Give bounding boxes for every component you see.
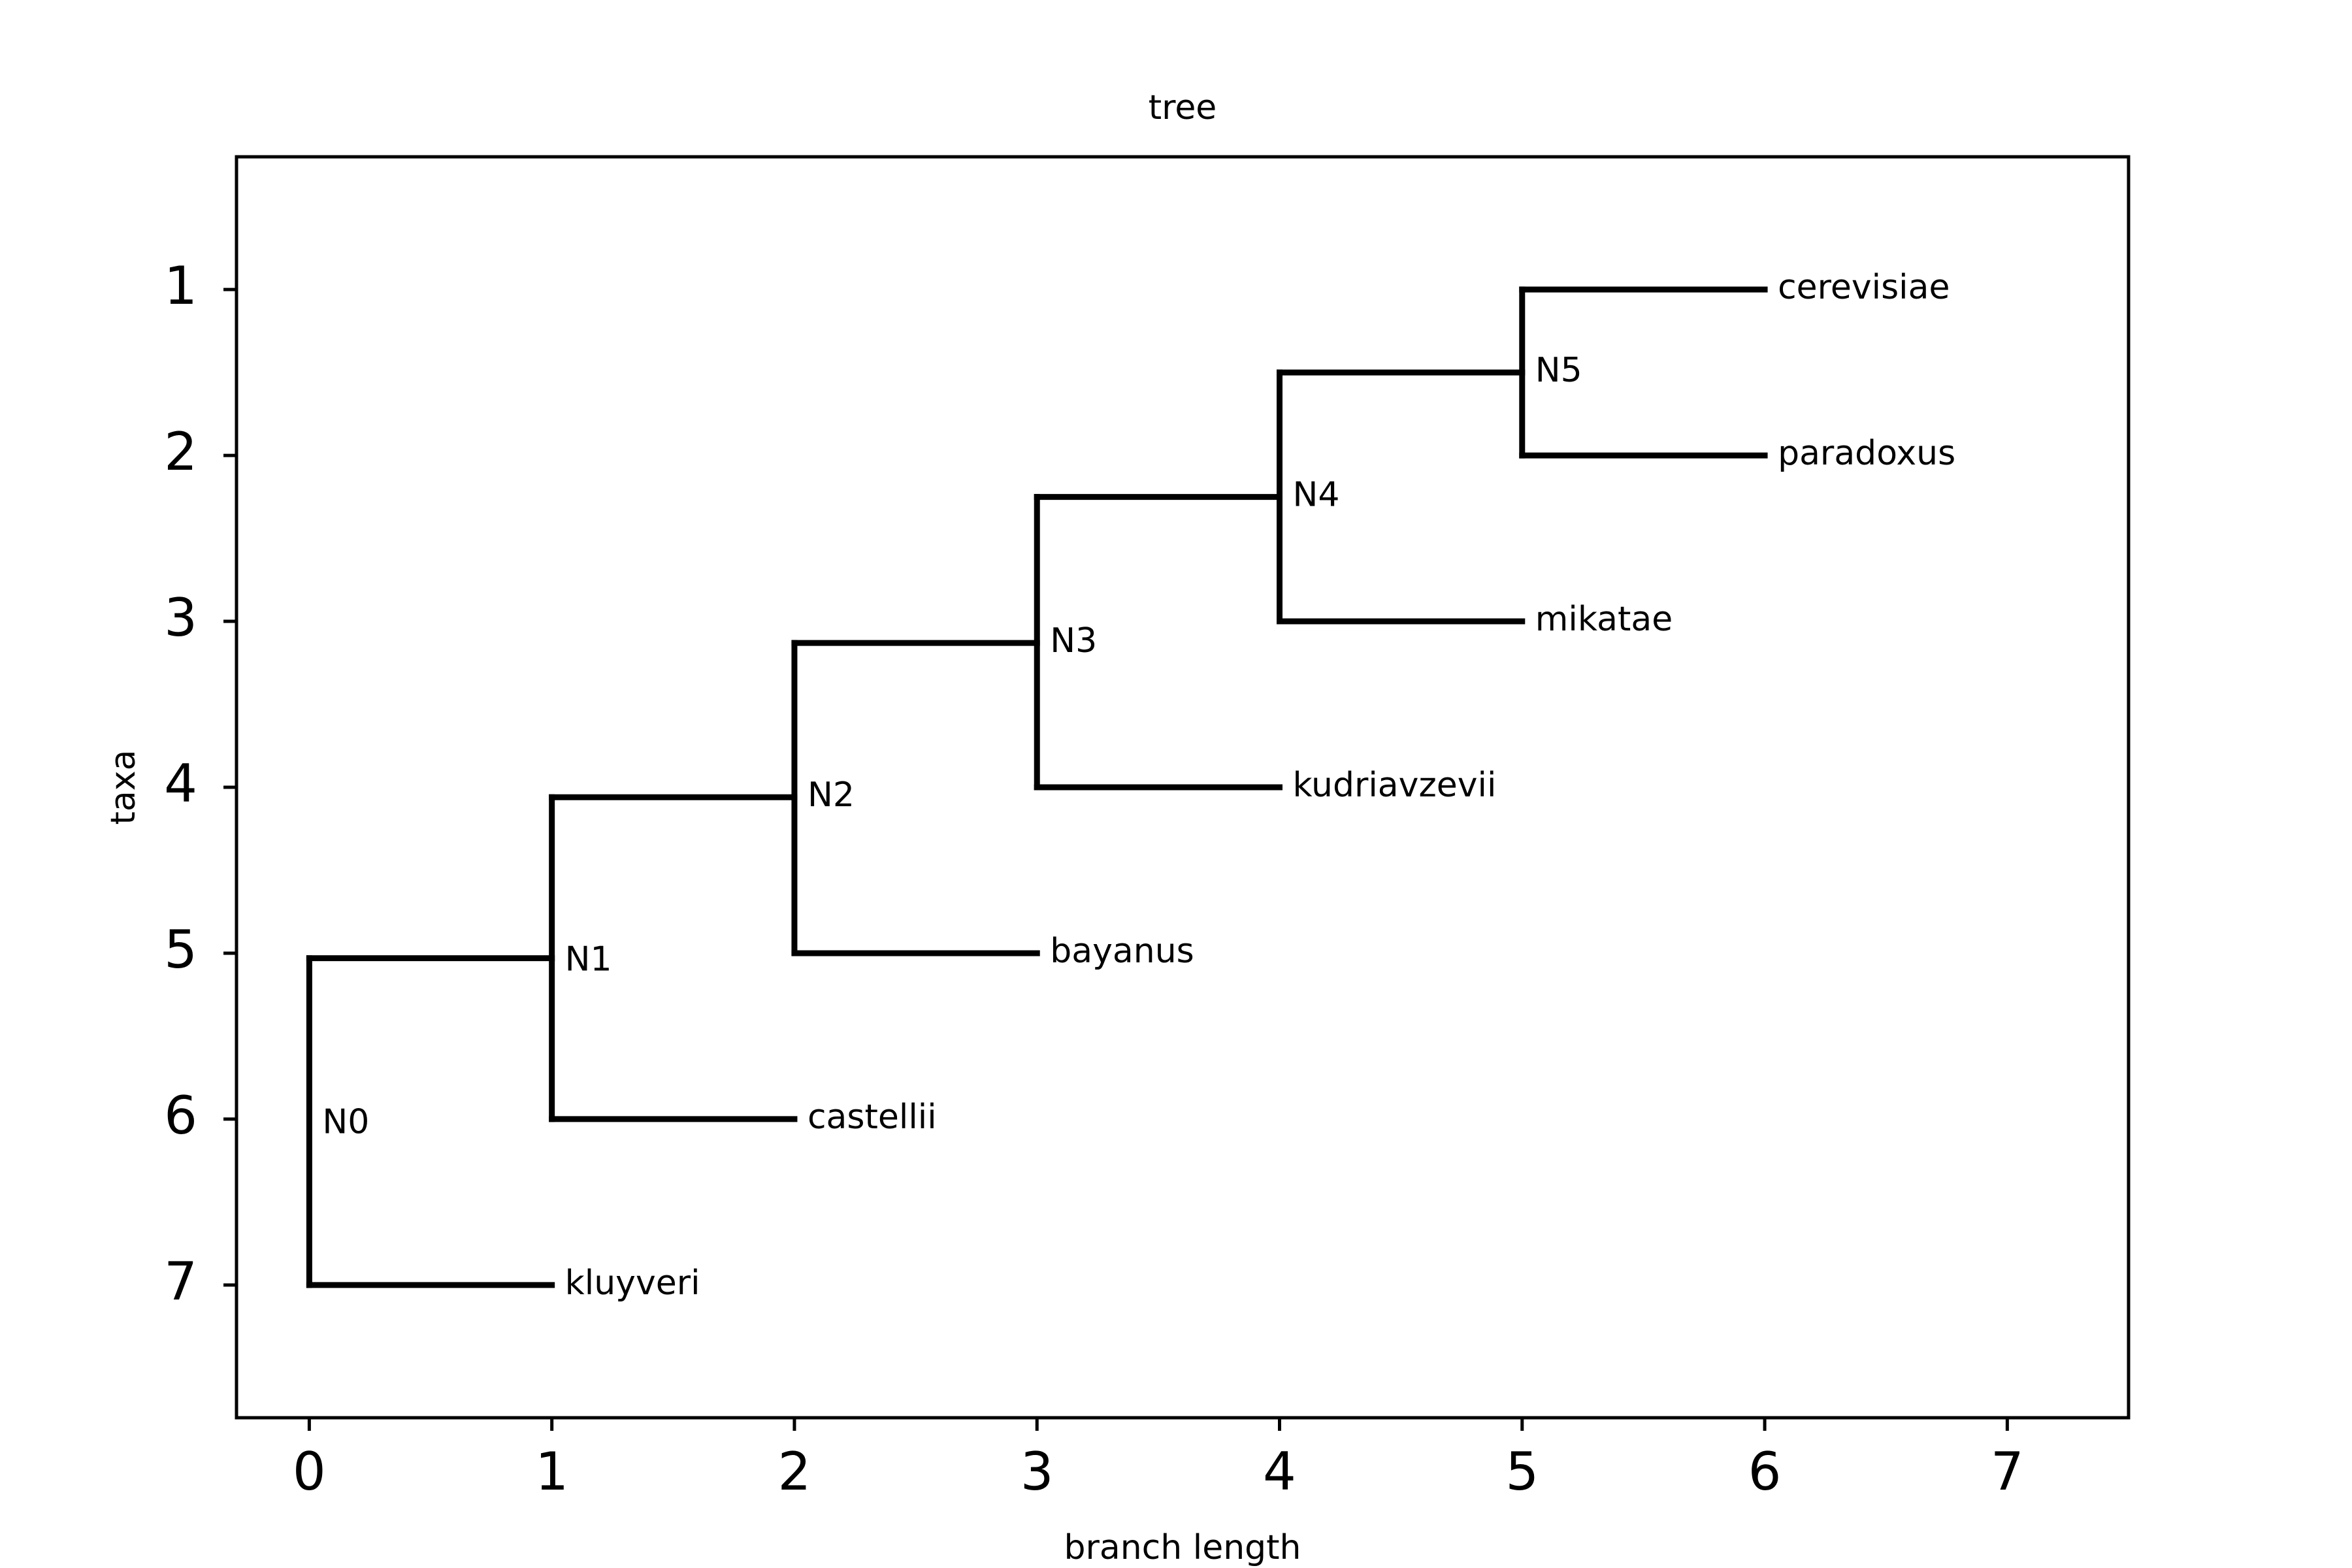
chart-title: tree — [1149, 88, 1217, 127]
leaf-label: cerevisiae — [1778, 268, 1950, 307]
leaf-label: paradoxus — [1778, 434, 1955, 473]
x-tick-label: 5 — [1505, 1441, 1539, 1502]
y-tick-label: 2 — [164, 421, 197, 482]
y-axis-ticks: 1 2 3 4 5 6 7 — [164, 255, 237, 1312]
internal-node-label: N3 — [1050, 621, 1097, 661]
y-tick-label: 6 — [164, 1085, 197, 1146]
branches-layer — [306, 286, 1768, 1288]
internal-node-label: N4 — [1293, 476, 1340, 515]
leaf-label: kluyveri — [565, 1264, 700, 1303]
leaf-label: castellii — [808, 1098, 937, 1137]
x-axis-label: branch length — [1064, 1528, 1301, 1567]
leaf-label: kudriavzevii — [1293, 766, 1497, 805]
y-tick-label: 7 — [164, 1251, 197, 1312]
y-tick-label: 1 — [164, 255, 197, 316]
internal-node-label: N1 — [565, 940, 612, 979]
x-tick-label: 2 — [777, 1441, 811, 1502]
x-tick-label: 3 — [1021, 1441, 1054, 1502]
leaf-label: mikatae — [1535, 600, 1673, 639]
y-tick-label: 4 — [164, 753, 197, 814]
plot-area-frame — [235, 155, 2131, 1420]
y-tick-label: 5 — [164, 919, 197, 980]
node-labels-layer: N0 N1 N2 N3 N4 N5 cerevisiae paradoxus mikatae ku… — [322, 268, 1955, 1303]
internal-node-label: N0 — [322, 1103, 369, 1142]
x-axis-ticks: 0 1 2 3 4 5 6 7 — [293, 1418, 2024, 1502]
internal-node-label: N2 — [808, 776, 855, 815]
x-tick-label: 7 — [1991, 1441, 2024, 1502]
y-tick-label: 3 — [164, 587, 197, 648]
x-tick-label: 6 — [1748, 1441, 1782, 1502]
x-tick-label: 0 — [293, 1441, 326, 1502]
x-tick-label: 4 — [1263, 1441, 1296, 1502]
leaf-label: bayanus — [1050, 932, 1194, 971]
y-axis-label: taxa — [104, 750, 143, 825]
x-tick-label: 1 — [535, 1441, 568, 1502]
internal-node-label: N5 — [1535, 351, 1582, 390]
